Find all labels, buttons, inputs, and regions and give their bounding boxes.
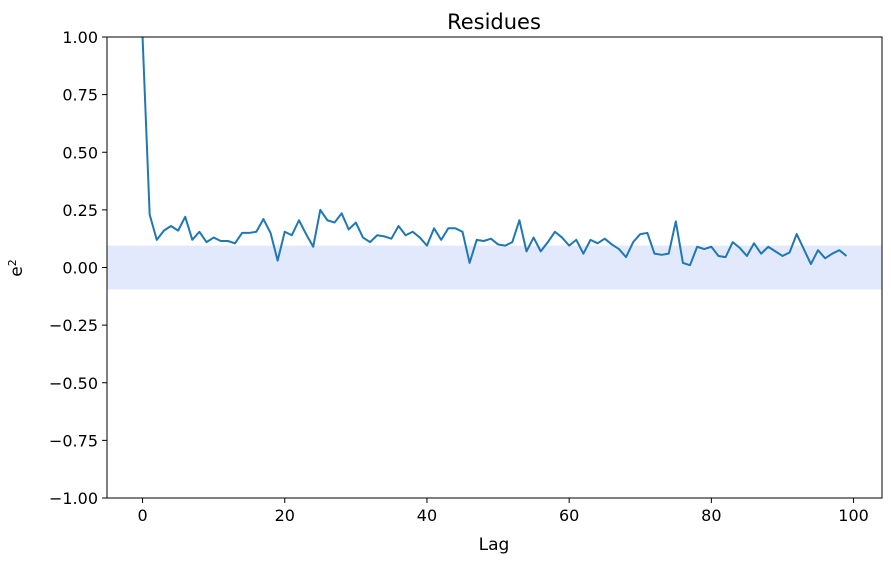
y-tick-label: −0.50 bbox=[49, 374, 98, 393]
plot-area: 0 20 40 60 80 100 −1.00 −0.75 −0.50 −0.25 0.00 0.25… bbox=[49, 28, 883, 525]
y-tick-label: 0.50 bbox=[62, 143, 98, 162]
y-axis-label: e2 bbox=[6, 259, 28, 276]
y-tick-label: 0.25 bbox=[62, 201, 98, 220]
x-tick-label: 100 bbox=[838, 506, 869, 525]
chart-title: Residues bbox=[447, 10, 541, 34]
x-tick-label: 80 bbox=[701, 506, 721, 525]
x-tick-label: 20 bbox=[275, 506, 295, 525]
confidence-band bbox=[107, 245, 882, 290]
y-tick-label: 1.00 bbox=[62, 28, 98, 47]
x-axis-label: Lag bbox=[479, 535, 510, 555]
x-tick-label: 40 bbox=[417, 506, 437, 525]
y-axis-label-superscript: 2 bbox=[6, 259, 19, 266]
y-tick-label: −0.75 bbox=[49, 431, 98, 450]
y-tick-label: −0.25 bbox=[49, 316, 98, 335]
y-tick-label: 0.75 bbox=[62, 86, 98, 105]
y-axis-label-base: e bbox=[7, 266, 27, 276]
x-tick-label: 60 bbox=[559, 506, 579, 525]
y-tick-label: −1.00 bbox=[49, 489, 98, 508]
y-tick-label: 0.00 bbox=[62, 259, 98, 278]
series-line-0 bbox=[141, 37, 848, 267]
x-tick-label: 0 bbox=[137, 506, 147, 525]
